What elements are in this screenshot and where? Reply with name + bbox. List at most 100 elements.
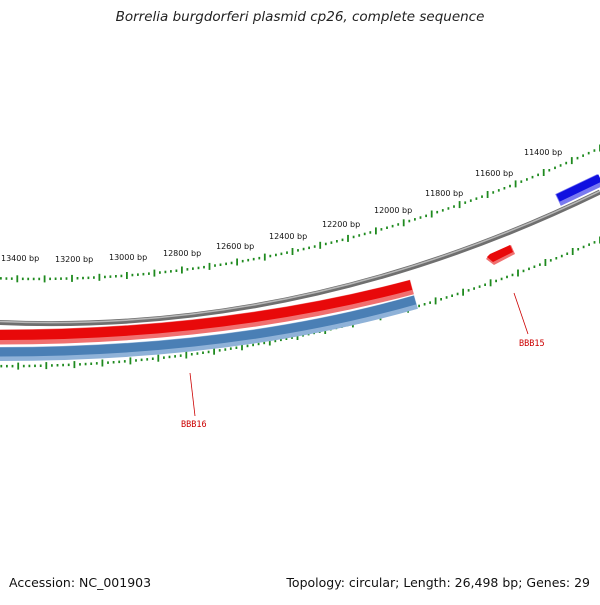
outer-scale-minor-tick bbox=[587, 151, 590, 155]
outer-scale-major-tick bbox=[16, 275, 19, 283]
scale-label-12400: 12400 bp bbox=[269, 232, 307, 241]
inner-scale-minor-tick bbox=[224, 348, 227, 351]
inner-scale-minor-tick bbox=[511, 273, 514, 277]
outer-scale-minor-tick bbox=[93, 276, 95, 279]
inner-scale-minor-tick bbox=[56, 364, 59, 367]
outer-scale-minor-tick bbox=[352, 235, 355, 239]
outer-scale-minor-tick bbox=[441, 209, 444, 212]
inner-scale-minor-tick bbox=[418, 304, 420, 308]
scale-label-12000: 12000 bp bbox=[374, 206, 412, 215]
outer-scale-minor-tick bbox=[526, 178, 528, 181]
scale-label-11600: 11600 bp bbox=[475, 169, 513, 178]
gene-label-bbb15[interactable]: BBB15 bbox=[519, 339, 545, 349]
outer-scale-minor-tick bbox=[175, 269, 178, 272]
outer-scale-minor-tick bbox=[186, 268, 189, 271]
inner-scale-major-tick bbox=[129, 357, 132, 365]
inner-scale-major-tick bbox=[45, 362, 48, 370]
outer-scale-major-tick bbox=[375, 227, 377, 235]
inner-scale-minor-tick bbox=[207, 350, 210, 354]
inner-scale-major-tick bbox=[296, 333, 299, 340]
outer-scale-minor-tick bbox=[286, 251, 288, 254]
outer-scale-minor-tick bbox=[363, 232, 366, 236]
outer-scale-minor-tick bbox=[60, 277, 62, 280]
inner-scale-major-tick bbox=[571, 248, 574, 255]
inner-scale-minor-tick bbox=[28, 364, 31, 368]
outer-scale-minor-tick bbox=[453, 205, 455, 208]
sequence-backbone-highlight bbox=[0, 190, 600, 324]
inner-scale-minor-tick bbox=[467, 289, 470, 292]
outer-scale-minor-tick bbox=[475, 197, 478, 200]
inner-scale-minor-tick bbox=[257, 342, 260, 346]
outer-scale-minor-tick bbox=[241, 259, 244, 263]
outer-scale-minor-tick bbox=[192, 267, 194, 270]
scale-label-12800: 12800 bp bbox=[163, 249, 201, 258]
outer-scale-major-tick bbox=[458, 201, 461, 209]
outer-scale-major-tick bbox=[319, 241, 322, 249]
inner-scale-minor-tick bbox=[274, 339, 277, 343]
outer-scale-major-tick bbox=[542, 169, 545, 176]
outer-scale-minor-tick bbox=[324, 242, 327, 246]
gene-label-bbb16[interactable]: BBB16 bbox=[181, 420, 207, 430]
inner-scale-major-tick bbox=[185, 351, 188, 359]
inner-scale-minor-tick bbox=[107, 361, 109, 364]
inner-scale-minor-tick bbox=[229, 347, 232, 350]
scale-label-13200: 13200 bp bbox=[55, 255, 93, 264]
inner-scale-major-tick bbox=[101, 359, 104, 367]
inner-scale-minor-tick bbox=[174, 355, 176, 358]
gene-bbb16-leader bbox=[189, 372, 196, 417]
outer-scale-minor-tick bbox=[225, 262, 227, 266]
inner-scale-minor-tick bbox=[588, 243, 590, 246]
outer-scale-minor-tick bbox=[436, 210, 439, 214]
outer-scale-minor-tick bbox=[10, 277, 13, 280]
outer-scale-minor-tick bbox=[5, 277, 8, 280]
inner-scale-major-tick bbox=[544, 259, 547, 266]
inner-scale-minor-tick bbox=[577, 248, 580, 251]
outer-scale-minor-tick bbox=[159, 271, 161, 274]
outer-scale-major-tick bbox=[71, 274, 73, 282]
inner-scale-minor-tick bbox=[34, 364, 36, 368]
outer-scale-minor-tick bbox=[559, 164, 562, 167]
inner-scale-minor-tick bbox=[90, 362, 93, 365]
inner-scale-minor-tick bbox=[555, 257, 558, 260]
accession-text: Accession: NC_001903 bbox=[9, 575, 152, 590]
inner-scale-minor-tick bbox=[440, 298, 442, 301]
inner-scale-minor-tick bbox=[522, 269, 525, 273]
outer-scale-minor-tick bbox=[297, 249, 299, 252]
inner-scale-minor-tick bbox=[445, 296, 448, 299]
outer-scale-minor-tick bbox=[497, 189, 500, 192]
outer-scale-minor-tick bbox=[308, 246, 310, 250]
outer-scale-minor-tick bbox=[419, 216, 422, 219]
outer-scale-minor-tick bbox=[548, 169, 551, 172]
outer-scale-major-tick bbox=[181, 266, 183, 274]
outer-scale-major-tick bbox=[486, 191, 489, 198]
outer-scale-minor-tick bbox=[131, 273, 134, 277]
inner-scale-minor-tick bbox=[423, 303, 426, 306]
inner-scale-minor-tick bbox=[495, 279, 497, 283]
inner-scale-minor-tick bbox=[112, 361, 115, 364]
outer-scale-minor-tick bbox=[82, 276, 84, 280]
outer-scale-minor-tick bbox=[269, 254, 272, 258]
outer-scale-minor-tick bbox=[164, 270, 167, 274]
inner-scale-minor-tick bbox=[429, 301, 431, 304]
inner-scale-minor-tick bbox=[118, 360, 121, 364]
inner-scale-minor-tick bbox=[151, 357, 154, 360]
outer-scale-minor-tick bbox=[104, 275, 106, 279]
outer-scale-major-tick bbox=[153, 269, 156, 277]
inner-scale-major-tick bbox=[462, 288, 464, 296]
inner-scale-minor-tick bbox=[123, 360, 126, 363]
gene-top-right-bar-core bbox=[556, 174, 600, 202]
outer-scale-minor-tick bbox=[32, 277, 35, 281]
gene-reverse-bar-core bbox=[0, 295, 417, 357]
outer-scale-minor-tick bbox=[397, 223, 400, 226]
inner-scale-minor-tick bbox=[196, 352, 199, 355]
outer-scale-major-tick bbox=[208, 262, 211, 270]
inner-scale-minor-tick bbox=[484, 283, 486, 286]
inner-scale-major-tick bbox=[268, 338, 271, 346]
outer-scale-minor-tick bbox=[447, 207, 450, 210]
outer-scale-minor-tick bbox=[565, 161, 568, 165]
outer-scale-minor-tick bbox=[54, 277, 57, 280]
inner-scale-major-tick bbox=[157, 354, 160, 362]
outer-scale-major-tick bbox=[402, 219, 405, 227]
scale-label-13400: 13400 bp bbox=[1, 254, 39, 263]
